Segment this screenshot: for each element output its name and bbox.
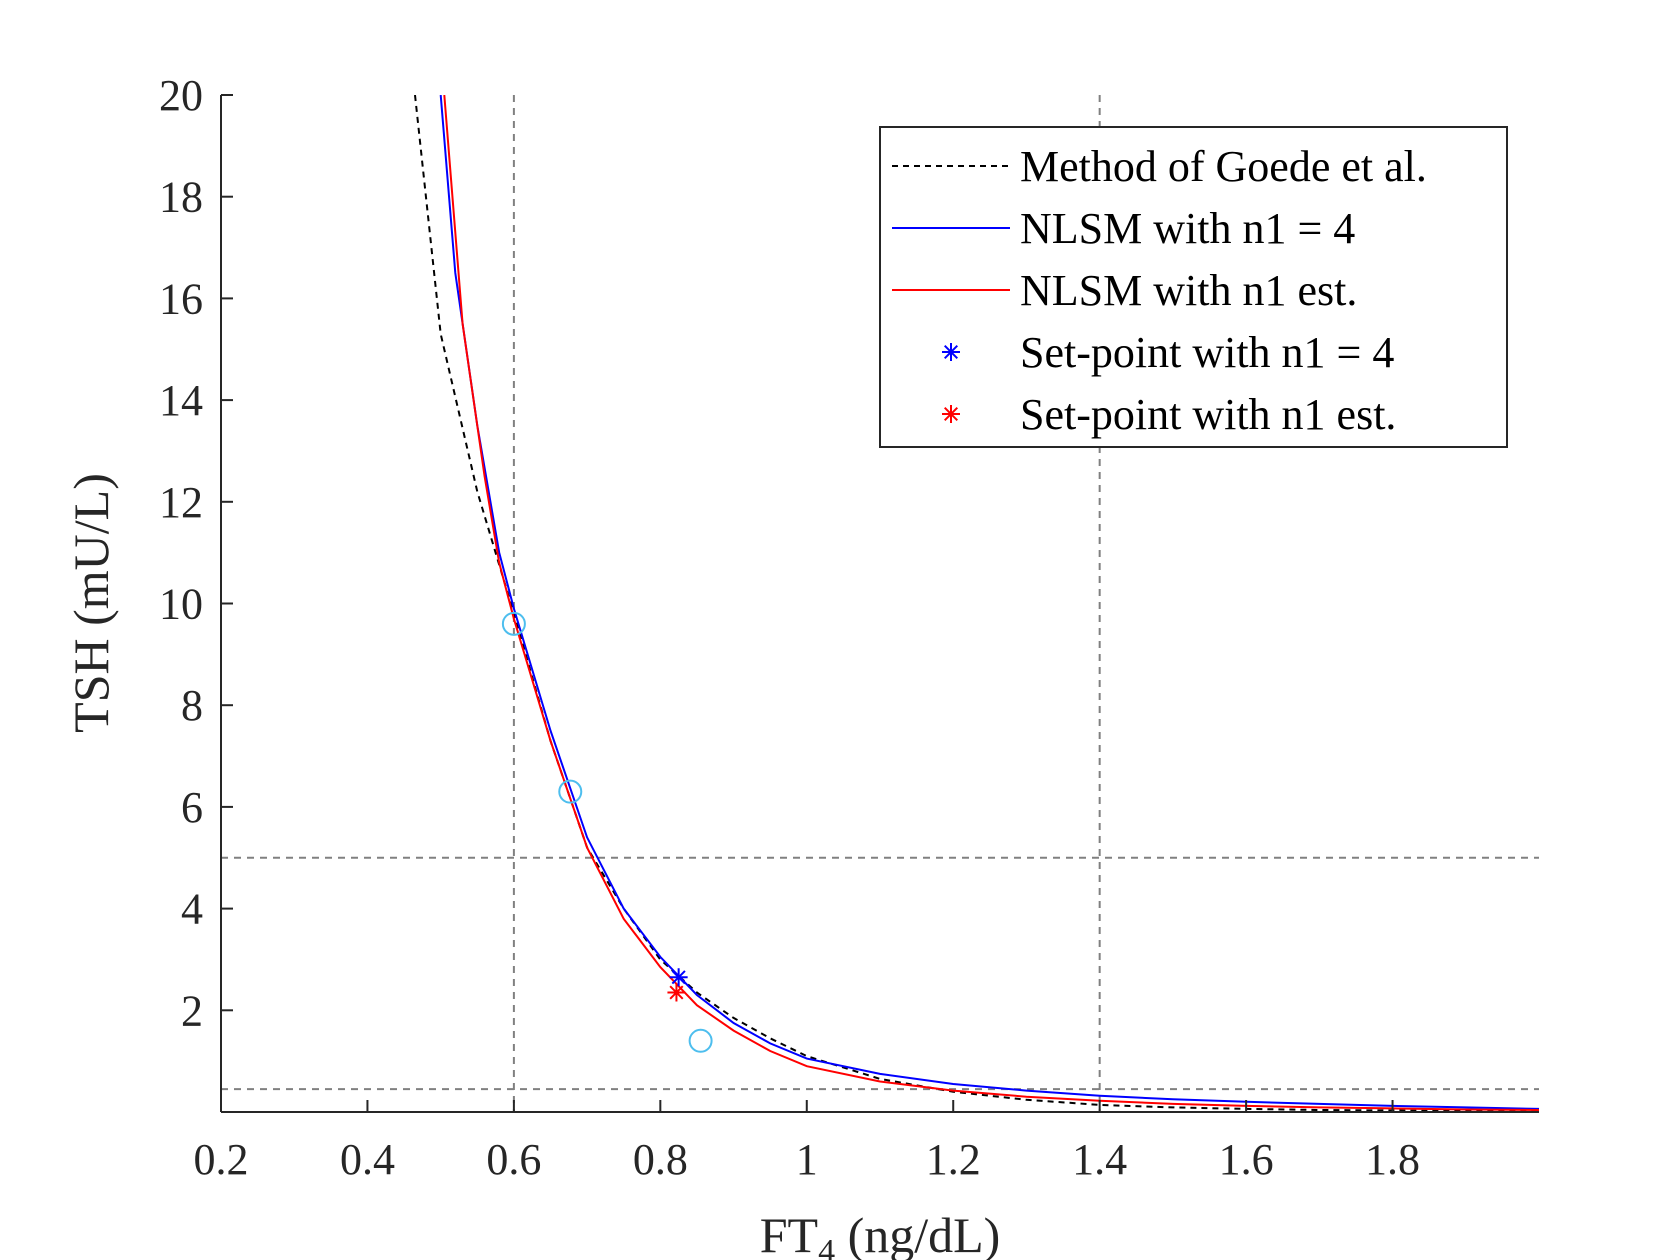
y-tick-label-2: 6 — [181, 783, 203, 832]
legend-symbol-4 — [942, 405, 960, 423]
legend-label-1: NLSM with n1 = 4 — [1020, 204, 1355, 253]
observation-point-2 — [688, 1028, 713, 1053]
legend-box — [879, 126, 1508, 448]
x-tick-label-5: 1.2 — [926, 1135, 981, 1184]
x-tick-label-1: 0.4 — [340, 1135, 395, 1184]
legend-items: Method of Goede et al. NLSM with n1 = 4 NL… — [892, 142, 1427, 439]
y-tick-label-8: 18 — [159, 173, 203, 222]
y-tick-label-0: 2 — [181, 986, 203, 1035]
series-layer — [414, 95, 1539, 1112]
x-axis-label-subscript: 4 — [818, 1233, 835, 1260]
legend-label-0: Method of Goede et al. — [1020, 142, 1427, 191]
x-axis-label-main: FT — [760, 1207, 818, 1260]
x-tick-label-6: 1.4 — [1072, 1135, 1127, 1184]
legend-label-2: NLSM with n1 est. — [1020, 266, 1357, 315]
y-tick-label-6: 14 — [159, 376, 203, 425]
y-tick-label-1: 4 — [181, 885, 203, 934]
x-tick-label-2: 0.6 — [486, 1135, 541, 1184]
legend-label-3: Set-point with n1 = 4 — [1020, 328, 1394, 377]
series-line-1 — [439, 95, 1539, 1110]
y-tick-label-9: 20 — [159, 71, 203, 120]
x-tick-label-4: 1 — [796, 1135, 818, 1184]
observation-point-1 — [558, 779, 583, 804]
x-tick-label-8: 1.8 — [1365, 1135, 1420, 1184]
x-axis-label-unit: (ng/dL) — [835, 1207, 1000, 1260]
legend: Method of Goede et al. NLSM with n1 = 4 NL… — [879, 126, 1508, 448]
observation-point-0 — [501, 611, 526, 636]
ticks: 0.2 0.4 0.6 0.8 1 1.2 1.4 1.6 1.8 2 4 6 8 10 12 14 16 18 2… — [159, 71, 1420, 1184]
y-tick-label-7: 16 — [159, 274, 203, 323]
x-tick-label-7: 1.6 — [1219, 1135, 1274, 1184]
x-tick-label-3: 0.8 — [633, 1135, 688, 1184]
setpoint-marker-1 — [667, 983, 686, 1002]
x-tick-label-0: 0.2 — [194, 1135, 249, 1184]
legend-label-4: Set-point with n1 est. — [1020, 390, 1396, 439]
setpoint-marker-0 — [669, 968, 688, 987]
y-tick-label-5: 12 — [159, 478, 203, 527]
y-tick-label-4: 10 — [159, 580, 203, 629]
y-tick-label-3: 8 — [181, 681, 203, 730]
x-axis-label: FT4 (ng/dL) — [760, 1207, 1001, 1260]
series-line-2 — [443, 95, 1539, 1111]
marker-layer — [501, 611, 713, 1053]
legend-symbol-3 — [942, 343, 960, 361]
y-axis-label: TSH (mU/L) — [63, 473, 119, 733]
